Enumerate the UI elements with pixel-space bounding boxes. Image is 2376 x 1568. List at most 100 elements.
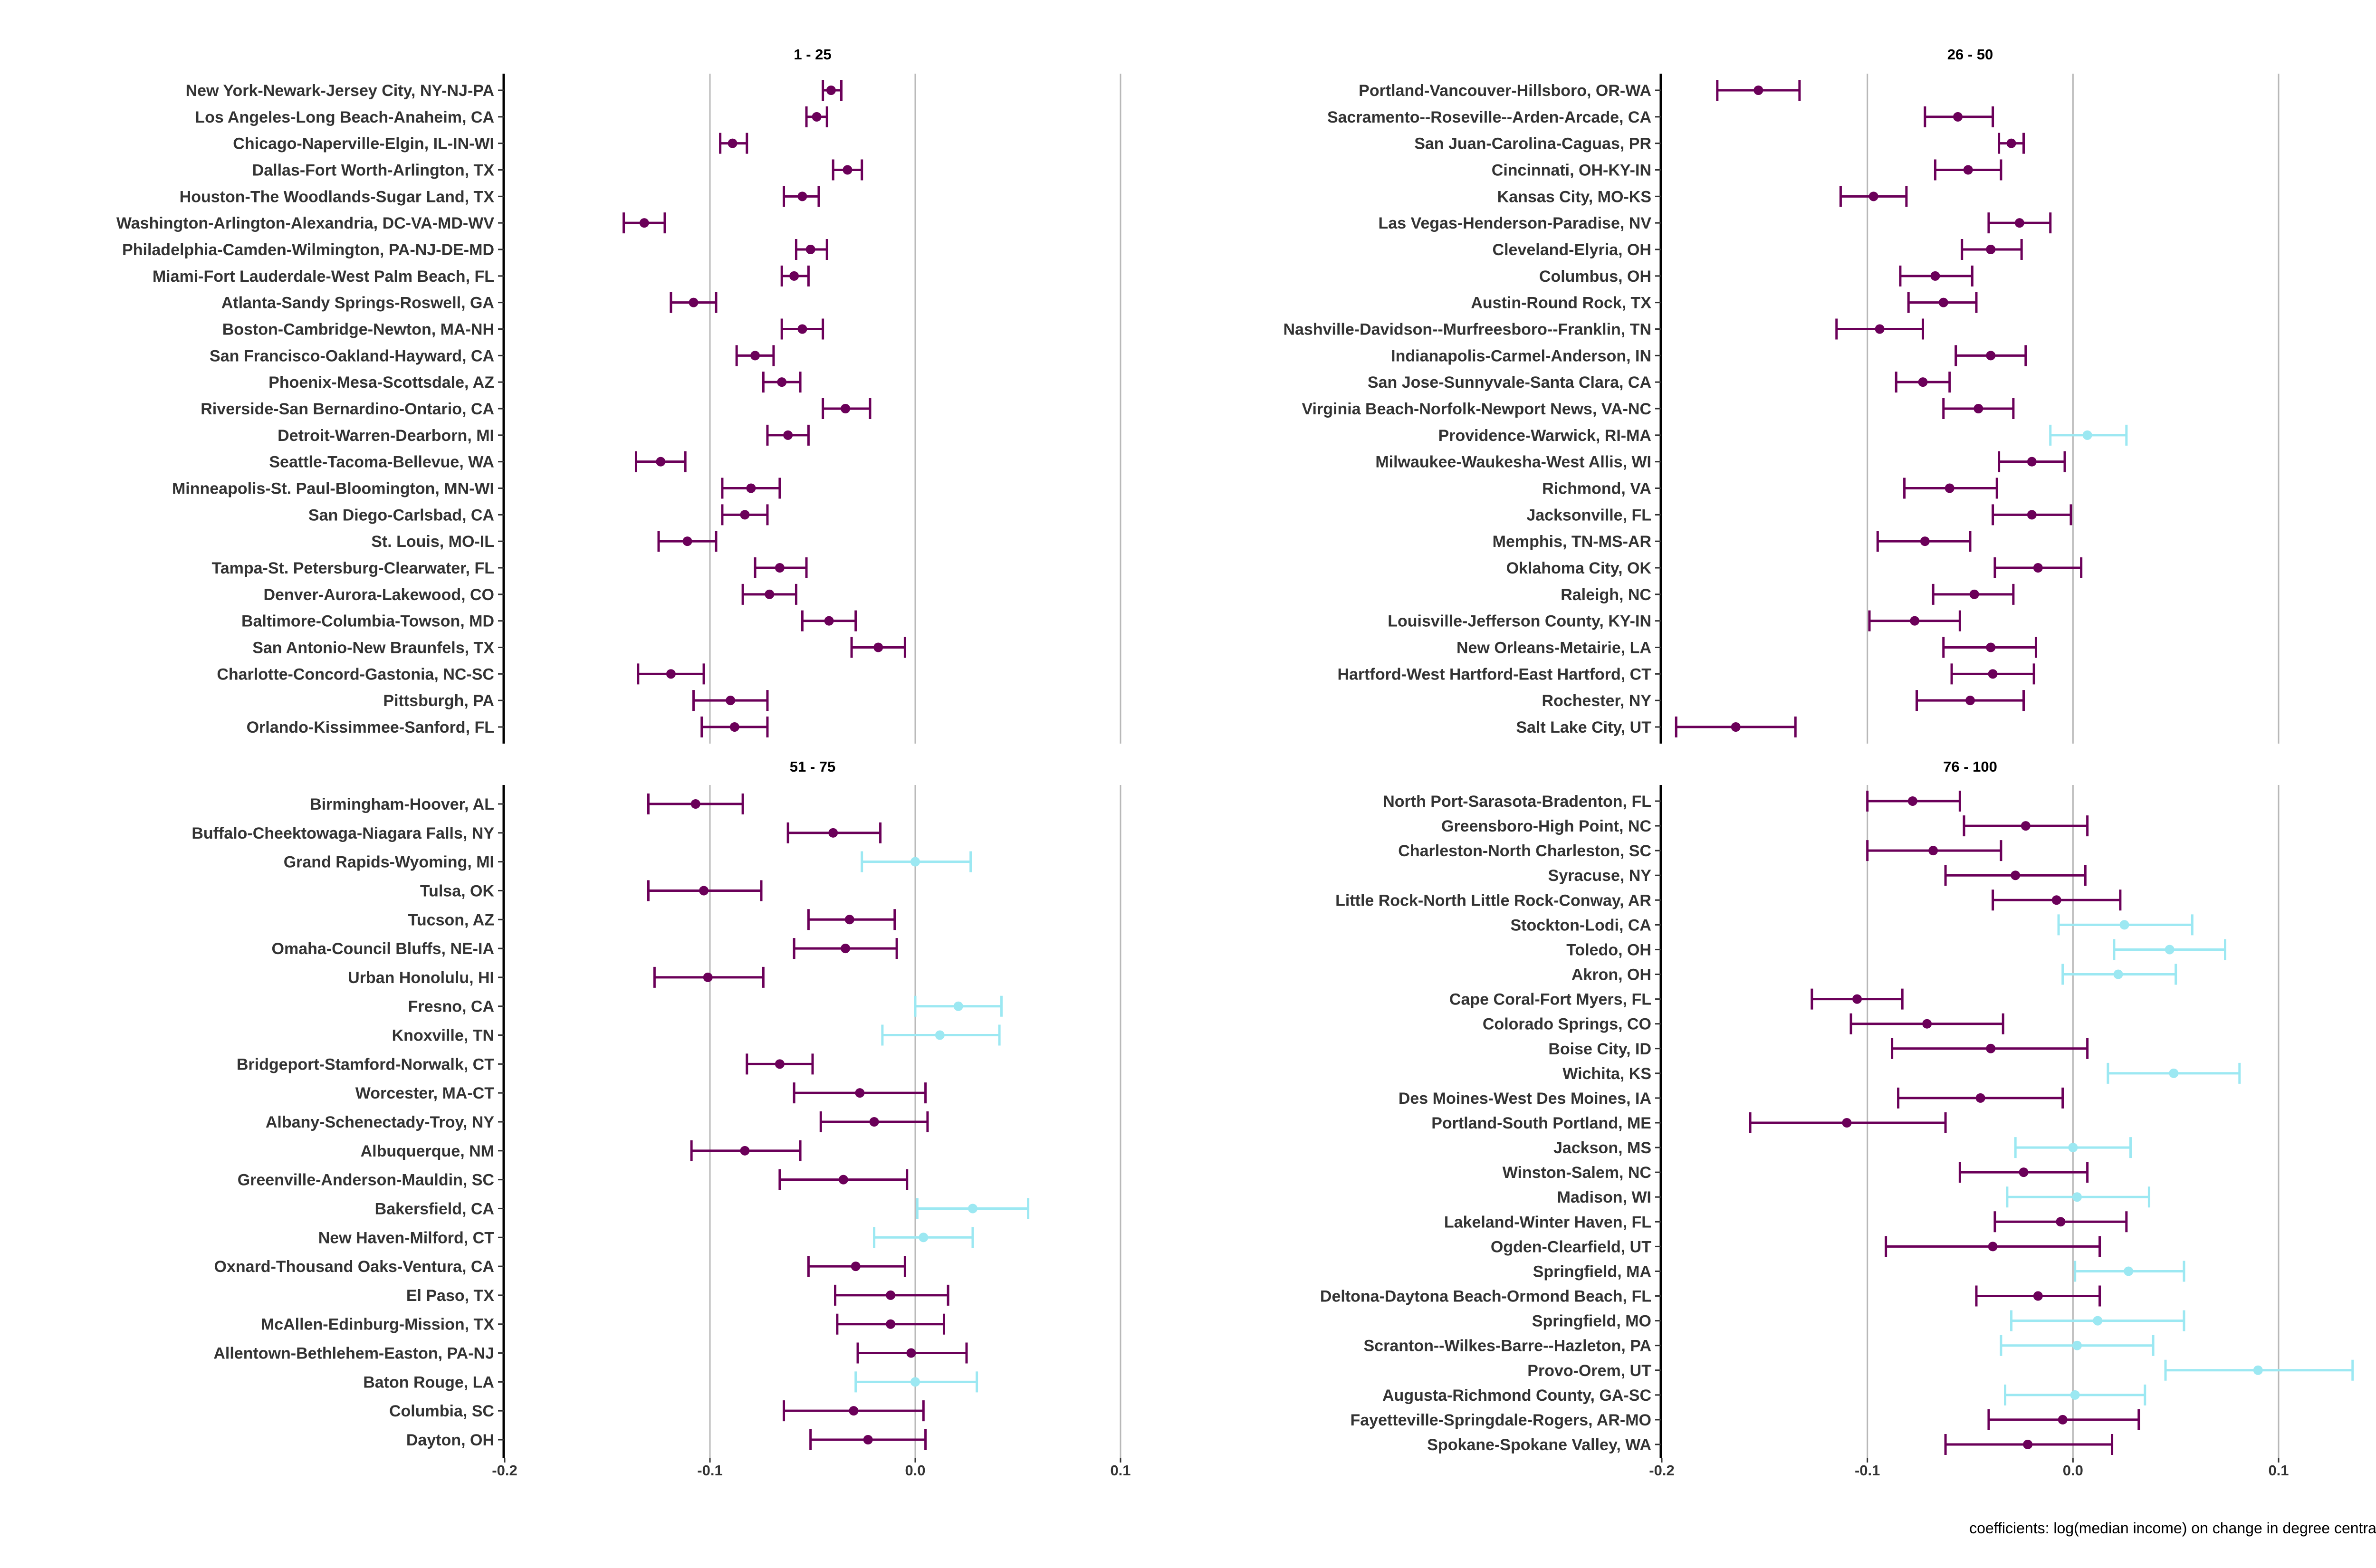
- coefficient-row: Springfield, MA: [1533, 1261, 2185, 1282]
- city-label: Toledo, OH: [1566, 941, 1651, 959]
- coefficient-row: Tampa-St. Petersburg-Clearwater, FL: [211, 557, 808, 578]
- coefficient-row: Knoxville, TN: [392, 1024, 1001, 1046]
- coefficient-row: Washington-Arlington-Alexandria, DC-VA-M…: [116, 212, 666, 234]
- point-estimate: [841, 404, 851, 413]
- coefficient-row: Salt Lake City, UT: [1516, 717, 1797, 737]
- coefficient-row: Chicago-Naperville-Elgin, IL-IN-WI: [233, 133, 748, 154]
- point-estimate: [797, 324, 807, 334]
- coefficient-row: Las Vegas-Henderson-Paradise, NV: [1379, 212, 2052, 234]
- coefficient-row: Greenville-Anderson-Mauldin, SC: [238, 1169, 909, 1190]
- city-label: Portland-Vancouver-Hillsboro, OR-WA: [1359, 82, 1651, 100]
- city-label: Greenville-Anderson-Mauldin, SC: [238, 1171, 494, 1189]
- point-estimate: [1974, 404, 1983, 413]
- point-estimate: [841, 944, 851, 954]
- point-estimate: [2011, 870, 2021, 880]
- coefficient-row: Grand Rapids-Wyoming, MI: [284, 851, 972, 872]
- point-estimate: [844, 915, 854, 925]
- point-estimate: [805, 245, 815, 254]
- point-estimate: [1922, 1019, 1932, 1029]
- city-label: Grand Rapids-Wyoming, MI: [284, 853, 494, 871]
- coefficient-row: Deltona-Daytona Beach-Ormond Beach, FL: [1320, 1285, 2101, 1307]
- x-tick-label: -0.2: [492, 1462, 517, 1479]
- point-estimate: [740, 510, 750, 520]
- panel-title: 76 - 100: [1943, 758, 1997, 775]
- point-estimate: [2006, 138, 2016, 148]
- city-label: Tucson, AZ: [408, 911, 494, 929]
- point-estimate: [2023, 1440, 2033, 1449]
- x-tick-label: -0.1: [697, 1462, 722, 1479]
- point-estimate: [843, 165, 853, 175]
- point-estimate: [1988, 1242, 1998, 1252]
- coefficient-row: Cincinnati, OH-KY-IN: [1492, 159, 2002, 181]
- point-estimate: [750, 351, 760, 361]
- point-estimate: [775, 1059, 785, 1069]
- coefficient-row: Worcester, MA-CT: [355, 1082, 927, 1104]
- coefficient-row: Charlotte-Concord-Gastonia, NC-SC: [217, 663, 705, 685]
- city-label: Cape Coral-Fort Myers, FL: [1449, 991, 1651, 1009]
- coefficient-row: Seattle-Tacoma-Bellevue, WA: [269, 451, 687, 472]
- coefficient-row: Jackson, MS: [1553, 1137, 2132, 1158]
- point-estimate: [726, 696, 736, 706]
- coefficient-row: Philadelphia-Camden-Wilmington, PA-NJ-DE…: [122, 239, 828, 260]
- city-label: Louisville-Jefferson County, KY-IN: [1388, 612, 1651, 631]
- point-estimate: [1852, 994, 1862, 1004]
- point-estimate: [2082, 430, 2092, 440]
- city-label: Columbus, OH: [1539, 268, 1651, 286]
- point-estimate: [886, 1290, 896, 1300]
- city-label: Charleston-North Charleston, SC: [1398, 842, 1651, 860]
- point-estimate: [2033, 1291, 2043, 1301]
- point-estimate: [1988, 669, 1998, 679]
- point-estimate: [765, 589, 775, 599]
- point-estimate: [1842, 1118, 1852, 1128]
- city-label: Little Rock-North Little Rock-Conway, AR: [1335, 891, 1651, 909]
- city-label: Fresno, CA: [408, 998, 494, 1016]
- point-estimate: [1920, 536, 1930, 546]
- city-label: Boston-Cambridge-Newton, MA-NH: [222, 321, 494, 339]
- city-label: Des Moines-West Des Moines, IA: [1399, 1090, 1651, 1108]
- city-label: Raleigh, NC: [1561, 586, 1651, 604]
- coefficient-row: Augusta-Richmond County, GA-SC: [1382, 1384, 2146, 1405]
- city-label: Washington-Arlington-Alexandria, DC-VA-M…: [116, 214, 494, 232]
- city-label: Deltona-Daytona Beach-Ormond Beach, FL: [1320, 1288, 1651, 1306]
- city-label: Knoxville, TN: [392, 1027, 494, 1045]
- coefficient-row: Portland-South Portland, ME: [1431, 1112, 1947, 1133]
- point-estimate: [2070, 1390, 2080, 1400]
- city-label: Richmond, VA: [1542, 480, 1651, 498]
- city-label: Oklahoma City, OK: [1506, 559, 1652, 577]
- point-estimate: [2119, 920, 2129, 930]
- coefficient-row: Houston-The Woodlands-Sugar Land, TX: [180, 186, 820, 207]
- coefficient-row: Miami-Fort Lauderdale-West Palm Beach, F…: [153, 265, 810, 287]
- coefficient-row: El Paso, TX: [406, 1284, 949, 1306]
- city-label: Minneapolis-St. Paul-Bloomington, MN-WI: [172, 480, 494, 498]
- coefficient-row: Richmond, VA: [1542, 478, 1998, 499]
- city-label: Albany-Schenectady-Troy, NY: [266, 1113, 494, 1131]
- coefficient-row: Toledo, OH: [1566, 939, 2227, 960]
- point-estimate: [690, 799, 700, 809]
- point-estimate: [2058, 1415, 2068, 1425]
- coefficient-row: Bridgeport-Stamford-Norwalk, CT: [237, 1053, 814, 1075]
- point-estimate: [1986, 1043, 1996, 1053]
- city-label: Madison, WI: [1557, 1188, 1651, 1206]
- point-estimate: [1963, 165, 1973, 175]
- coefficient-row: Tulsa, OK: [420, 880, 763, 901]
- coefficient-row: Indianapolis-Carmel-Anderson, IN: [1391, 345, 2027, 366]
- panel-title: 1 - 25: [794, 46, 831, 63]
- coefficient-row: Allentown-Bethlehem-Easton, PA-NJ: [213, 1342, 968, 1364]
- city-label: San Antonio-New Braunfels, TX: [252, 639, 494, 657]
- city-label: Augusta-Richmond County, GA-SC: [1382, 1386, 1651, 1405]
- point-estimate: [869, 1117, 879, 1127]
- coefficient-row: Orlando-Kissimmee-Sanford, FL: [247, 717, 769, 737]
- point-estimate: [2072, 1192, 2082, 1202]
- coefficient-row: Omaha-Council Bluffs, NE-IA: [272, 938, 898, 959]
- point-estimate: [746, 483, 756, 493]
- coefficient-row: Cape Coral-Fort Myers, FL: [1449, 988, 1904, 1010]
- city-label: New Haven-Milford, CT: [318, 1229, 494, 1247]
- coefficient-row: Providence-Warwick, RI-MA: [1438, 424, 2128, 446]
- coefficient-row: Dallas-Fort Worth-Arlington, TX: [252, 159, 863, 181]
- coefficient-row: Baltimore-Columbia-Towson, MD: [241, 610, 857, 631]
- city-label: Syracuse, NY: [1548, 867, 1652, 885]
- coefficient-row: Austin-Round Rock, TX: [1471, 292, 1978, 313]
- coefficient-row: St. Louis, MO-IL: [371, 531, 718, 552]
- point-estimate: [1953, 112, 1963, 122]
- x-tick-label: 0.0: [905, 1462, 925, 1479]
